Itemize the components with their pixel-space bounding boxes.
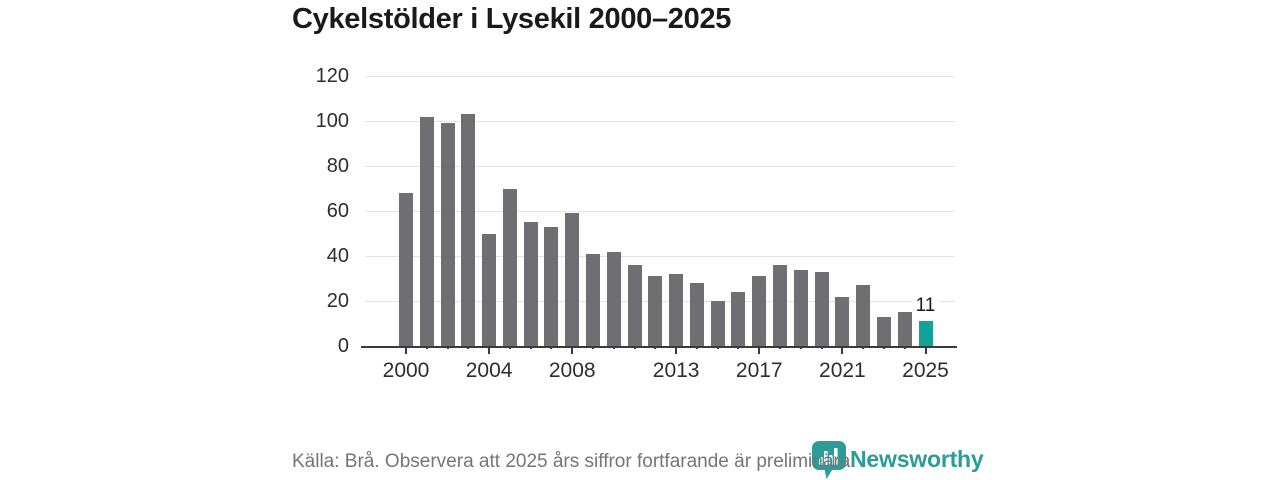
chart-title: Cykelstölder i Lysekil 2000–2025 (292, 3, 732, 35)
bar-2016 (731, 292, 746, 346)
x-tick-label-2021: 2021 (819, 359, 866, 382)
bar-chart-plot: 0 20 40 60 80 100 120 2000 2004 2008 2013 2017 2021 2… (316, 66, 957, 381)
x-tick-mark-2021 (841, 346, 844, 354)
x-tick-mark-2025 (924, 346, 927, 354)
bar-2025 (918, 321, 933, 346)
gridline-40 (365, 255, 955, 257)
x-tick-mark-2015 (716, 346, 719, 349)
x-tick-mark-2020 (820, 346, 823, 349)
x-tick-mark-2003 (467, 346, 470, 349)
gridline-100 (365, 120, 955, 122)
bar-value-annotation: 11 (911, 296, 940, 316)
x-tick-mark-2013 (675, 346, 678, 354)
bar-2003 (461, 114, 476, 346)
bar-2023 (876, 316, 891, 346)
gridline-60 (365, 210, 955, 212)
x-tick-mark-2023 (882, 346, 885, 349)
bar-2002 (440, 123, 455, 346)
gridline-120 (365, 75, 955, 77)
bar-2007 (544, 226, 559, 346)
bar-2013 (669, 274, 684, 346)
newsworthy-logo-icon (812, 441, 846, 479)
bar-2022 (856, 285, 871, 346)
x-tick-mark-2022 (862, 346, 865, 349)
bar-2015 (710, 301, 725, 346)
x-tick-label-2004: 2004 (465, 359, 513, 382)
x-tick-label-2017: 2017 (735, 359, 783, 382)
x-tick-mark-2004 (488, 346, 491, 354)
x-tick-label-2008: 2008 (548, 359, 596, 382)
bar-2000 (399, 193, 413, 346)
y-tick-label-0: 0 (337, 335, 349, 357)
y-tick-label-120: 120 (315, 65, 349, 87)
bar-2009 (586, 253, 601, 346)
x-tick-mark-2019 (799, 346, 802, 349)
x-tick-mark-2018 (779, 346, 782, 349)
x-tick-mark-2016 (737, 346, 740, 349)
bar-2004 (482, 233, 497, 346)
y-tick-label-40: 40 (326, 245, 349, 267)
bar-2024 (897, 312, 912, 346)
bar-2006 (523, 222, 538, 346)
x-tick-mark-2014 (695, 346, 698, 349)
bar-2010 (606, 251, 621, 346)
bar-2012 (648, 276, 663, 346)
y-tick-label-100: 100 (315, 110, 349, 132)
x-tick-mark-2011 (633, 346, 636, 349)
y-tick-label-60: 60 (326, 200, 349, 222)
x-tick-mark-2024 (903, 346, 906, 349)
newsworthy-wordmark: Newsworthy (850, 446, 984, 472)
source-note: Källa: Brå. Observera att 2025 års siffr… (292, 451, 856, 472)
x-tick-label-2013: 2013 (652, 359, 700, 382)
bar-2018 (773, 265, 788, 346)
x-tick-mark-2012 (654, 346, 657, 349)
bar-2021 (835, 296, 850, 346)
newsworthy-logo: Newsworthy (812, 441, 984, 479)
x-tick-mark-2006 (529, 346, 532, 349)
x-axis-line (361, 346, 957, 348)
x-tick-mark-2009 (592, 346, 595, 349)
bar-2014 (689, 283, 704, 346)
x-tick-mark-2010 (612, 346, 615, 349)
x-tick-mark-2017 (758, 346, 761, 354)
y-tick-label-80: 80 (326, 155, 349, 177)
x-tick-mark-2005 (508, 346, 511, 349)
bar-2011 (627, 265, 642, 346)
x-tick-label-2025: 2025 (902, 359, 949, 382)
bar-2005 (502, 188, 517, 346)
x-tick-mark-2001 (425, 346, 428, 349)
bar-2019 (793, 269, 808, 346)
gridline-80 (365, 165, 955, 167)
x-tick-mark-2007 (550, 346, 553, 349)
bar-2017 (752, 276, 767, 346)
y-tick-label-20: 20 (326, 290, 349, 312)
bar-2001 (419, 116, 434, 346)
bar-2020 (814, 271, 829, 346)
x-tick-mark-2000 (405, 346, 407, 354)
x-tick-mark-2008 (571, 346, 574, 354)
x-tick-mark-2002 (446, 346, 449, 349)
bar-2008 (565, 213, 580, 346)
x-tick-label-2000: 2000 (382, 359, 430, 382)
